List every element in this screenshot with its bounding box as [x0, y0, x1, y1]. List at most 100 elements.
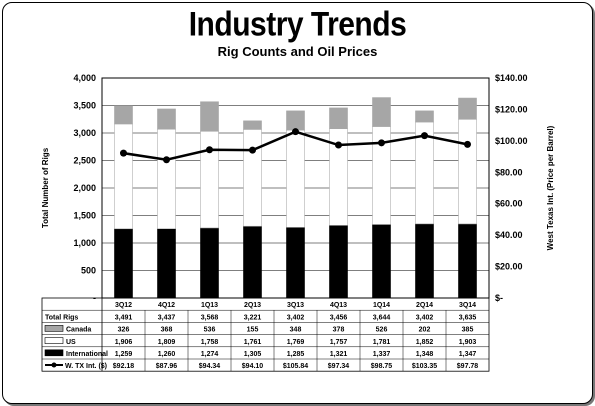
table-cell: 1,285 [287, 351, 305, 358]
y-tick-label: 4,000 [73, 73, 96, 83]
table-cell: 3,568 [201, 314, 219, 321]
data-table: 3Q12 4Q12 1Q13 2Q13 3Q13 4Q13 1Q14 2Q14 3Q14 Tota… [41, 297, 490, 372]
price-point-3q12 [120, 149, 127, 157]
y-axis-label: Total Number of Rigs [41, 147, 50, 228]
table-cell: 1,769 [287, 339, 305, 346]
table-cell: 3,402 [416, 314, 434, 321]
bar-canada-4q12 [157, 108, 176, 130]
price-point-1q13 [206, 146, 213, 154]
price-point-1q14 [378, 139, 385, 147]
x-tick-label: 1Q13 [201, 302, 218, 309]
bar-us-1q13 [200, 130, 219, 229]
bar-us-4q12 [157, 128, 176, 230]
x-tick-label: 1Q14 [373, 302, 390, 309]
price-line-series [120, 128, 471, 164]
table-row-label: Canada [66, 327, 91, 334]
price-point-2q13 [249, 146, 256, 154]
table-cell: 1,761 [244, 339, 262, 346]
table-cell: 1,337 [373, 351, 391, 358]
table-cell: 155 [247, 327, 259, 334]
bar-canada-4q13 [329, 107, 348, 130]
table-row-label: W. TX Int. ($) [65, 363, 107, 370]
table-cell: 3,635 [459, 314, 477, 321]
table-cell: 1,347 [459, 351, 477, 358]
table-cell: $94.10 [242, 363, 264, 370]
y-tick-label: 3,500 [73, 101, 96, 111]
y-tick-label: 1,500 [73, 211, 96, 221]
table-cell: $105.84 [283, 363, 308, 370]
x-tick-label: 3Q12 [115, 302, 132, 309]
bar-canada-3q13 [286, 110, 305, 131]
price-point-3q14 [464, 140, 471, 148]
bar-international-2q13 [243, 225, 262, 299]
bar-us-3q13 [286, 129, 305, 228]
legend-swatch-us [44, 337, 64, 344]
x-tick-label: 4Q12 [158, 302, 175, 309]
table-cell: 3,402 [287, 314, 305, 321]
y-tick-label: 2,500 [73, 156, 96, 166]
bar-us-3q14 [458, 118, 477, 225]
table-cell: 1,305 [244, 351, 262, 358]
table-cell: $87.96 [156, 363, 178, 370]
bar-canada-2q13 [243, 120, 262, 130]
table-cell: $92.18 [113, 363, 135, 370]
y2-tick-label: $80.00 [495, 167, 523, 177]
table-cell: 1,274 [201, 351, 219, 358]
chart-title: Industry Trends [188, 5, 407, 44]
price-point-4q13 [335, 141, 342, 149]
x-tick-label: 4Q13 [330, 302, 347, 309]
table-cell: 1,757 [330, 339, 348, 346]
x-tick-label: 3Q14 [459, 302, 476, 309]
table-cell: 1,758 [201, 339, 219, 346]
table-cell: 3,221 [244, 314, 262, 321]
table-cell: 3,437 [158, 314, 176, 321]
table-cell: 368 [161, 327, 173, 334]
bar-canada-3q14 [458, 97, 477, 120]
bar-us-2q13 [243, 129, 262, 227]
y2-axis-label: West Texas Int. (Price per Barrel) [546, 125, 555, 250]
legend-swatch-international [44, 349, 64, 357]
table-cell: 385 [462, 327, 474, 334]
bar-international-2q14 [415, 223, 434, 299]
table-row-label: US [66, 339, 76, 346]
y-tick-label: 500 [81, 266, 96, 276]
table-cell: 202 [419, 327, 431, 334]
price-point-4q12 [163, 156, 170, 164]
table-cell: 1,259 [115, 351, 133, 358]
legend-marker-price [51, 362, 57, 368]
y2-tick-label: $140.00 [495, 73, 528, 83]
table-cell: $97.34 [328, 363, 350, 370]
bar-us-3q12 [114, 123, 133, 230]
bar-international-4q12 [157, 228, 176, 299]
table-cell: 3,491 [115, 314, 133, 321]
table-cell: $94.34 [199, 363, 221, 370]
y2-tick-label: $60.00 [495, 199, 523, 209]
table-cell: 1,260 [158, 351, 176, 358]
table-cell: 348 [290, 327, 302, 334]
table-cell: 3,644 [373, 314, 391, 321]
table-cell: 1,852 [416, 339, 434, 346]
table-cell: 1,903 [459, 339, 477, 346]
x-tick-label: 2Q13 [244, 302, 261, 309]
bar-international-3q12 [114, 228, 133, 299]
bar-international-3q14 [458, 223, 477, 299]
x-tick-label: 2Q14 [416, 302, 433, 309]
bar-international-4q13 [329, 225, 348, 299]
y2-tick-label: $- [495, 293, 503, 303]
table-row-label: Total Rigs [45, 314, 78, 321]
bar-international-1q14 [372, 224, 391, 299]
table-cell: 1,809 [158, 339, 176, 346]
table-cell: 1,321 [330, 351, 348, 358]
table-cell: 1,781 [373, 339, 391, 346]
y2-tick-label: $20.00 [495, 262, 523, 272]
bar-canada-2q14 [415, 110, 434, 123]
y2-tick-label: $40.00 [495, 230, 523, 240]
bar-canada-1q14 [372, 97, 391, 127]
table-cell: 526 [376, 327, 388, 334]
table-cell: 326 [118, 327, 130, 334]
bar-series [114, 97, 477, 299]
bar-international-1q13 [200, 227, 219, 299]
bar-canada-3q12 [114, 105, 133, 125]
table-cell: 1,348 [416, 351, 434, 358]
